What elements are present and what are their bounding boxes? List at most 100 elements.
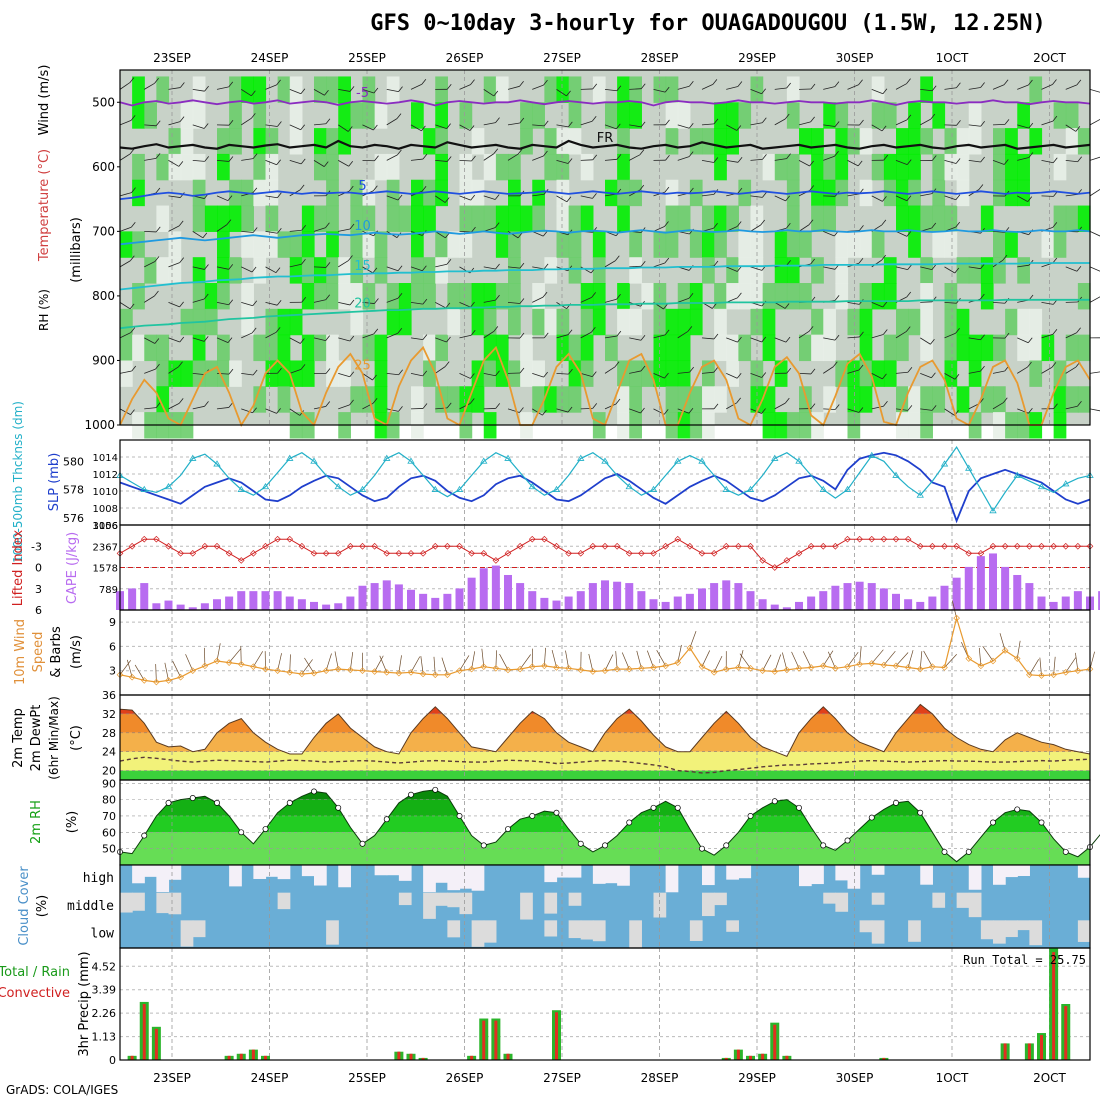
wind-barb-flag [444, 197, 450, 203]
lifted-marker [807, 542, 815, 550]
wind-barb-flag [664, 86, 670, 93]
rh-cell [411, 205, 424, 232]
cape-bar [722, 580, 731, 610]
thickness-marker [965, 464, 973, 471]
wind-barb [944, 87, 957, 90]
rh-cell [629, 102, 642, 129]
lifted-marker [735, 542, 742, 550]
lifted-marker [516, 542, 524, 550]
rh-cell [495, 231, 509, 258]
cape-bar [1049, 601, 1058, 610]
ylabel-precip: 3hr Precip (mm) [77, 951, 92, 1056]
rh-cell [532, 360, 545, 387]
rh-cell [1065, 386, 1079, 413]
rh-cell [217, 128, 230, 155]
wind-barb [362, 373, 373, 381]
wind-barb-flag [760, 219, 766, 226]
lifted-marker [1074, 542, 1082, 550]
rh-cell [1029, 360, 1043, 387]
wind-barb-flag [277, 192, 282, 199]
rh-marker [214, 799, 220, 806]
wind-barb-flag [372, 267, 378, 274]
thickness-marker [358, 485, 367, 492]
wind-barb [483, 153, 494, 161]
cloud-cell [544, 865, 558, 883]
wind-barb-flag [713, 260, 719, 267]
thickness-tick: 580 [63, 455, 84, 468]
top-time-label: 29SEP [738, 51, 776, 65]
wind-barb-flag [398, 86, 403, 92]
wind-barb [507, 266, 520, 269]
wind-barb-flag [301, 259, 306, 265]
wind-barb-flag [1002, 397, 1008, 403]
rh-cell [859, 308, 873, 336]
isotherm-line [119, 298, 1090, 330]
isotherm-label: -5 [356, 86, 369, 101]
rh-cell [665, 102, 679, 129]
wind-barb [532, 266, 545, 270]
lifted-marker [844, 535, 851, 543]
precip-frame [119, 947, 1091, 1061]
cloud-cell [398, 892, 412, 906]
ylabel-rh: RH (%) [37, 289, 51, 331]
cape-bar [152, 603, 161, 610]
wind-barb [1017, 84, 1029, 90]
rh-cell [883, 153, 897, 181]
lifted-marker [456, 542, 463, 550]
wind-barb-flag [640, 407, 645, 414]
wind-barb [1065, 266, 1078, 272]
wind-barb-flag [421, 125, 426, 132]
surface-wind-barb [519, 654, 531, 670]
lifted-marker [274, 535, 281, 543]
wind-barb-flag [469, 125, 475, 131]
rh-cell [556, 76, 570, 103]
wind-speed-marker [1062, 669, 1070, 676]
wind-barb [871, 405, 884, 410]
rh-cell [204, 308, 218, 336]
rh-marker [844, 837, 851, 844]
wind-barb-flag [130, 409, 135, 415]
wind-speed-marker [419, 670, 427, 678]
rh-cell [192, 179, 206, 207]
wind-barb [847, 408, 860, 413]
cloud-cell [459, 892, 473, 915]
rh-cell [1017, 308, 1030, 336]
rh-marker [383, 816, 390, 823]
rh-cell [896, 308, 909, 336]
cape-bar [382, 580, 391, 610]
rh-cell [411, 283, 424, 310]
lifted-marker [116, 550, 124, 557]
wind-speed-marker [516, 665, 524, 673]
wind-barb [483, 266, 496, 270]
thickness-marker [698, 457, 706, 464]
wind-barb-flag [519, 407, 524, 413]
cloud-cell [1005, 920, 1018, 938]
rh-cell [217, 231, 230, 258]
wind-barb [1065, 366, 1077, 374]
rh-cell [192, 153, 206, 181]
rh-marker [820, 842, 827, 849]
wind-barb-flag [930, 338, 935, 345]
wind-barb [289, 337, 301, 344]
lifted-marker [710, 550, 718, 557]
wind-barb-flag [810, 258, 815, 265]
wind-speed-marker [371, 668, 378, 675]
cape-bar [916, 601, 925, 610]
wind-barb-flag [664, 329, 670, 336]
wind-barb-flag [275, 327, 281, 333]
rh-cell [774, 283, 788, 310]
cloud-cell [132, 892, 145, 911]
wind-speed-marker [771, 668, 779, 675]
cloud-cell [908, 920, 921, 942]
cape-tick: 2367 [93, 542, 118, 553]
rh-cell [944, 283, 958, 310]
wind-barb-flag [859, 331, 864, 338]
rh-cell [132, 231, 145, 258]
cape-bar [892, 593, 900, 610]
rh-cell [156, 205, 170, 232]
lifted-marker [577, 550, 585, 557]
rh-cell [629, 257, 642, 284]
cape-bar [237, 591, 246, 610]
thickness-marker [1062, 480, 1070, 487]
rh-cell [726, 102, 739, 129]
